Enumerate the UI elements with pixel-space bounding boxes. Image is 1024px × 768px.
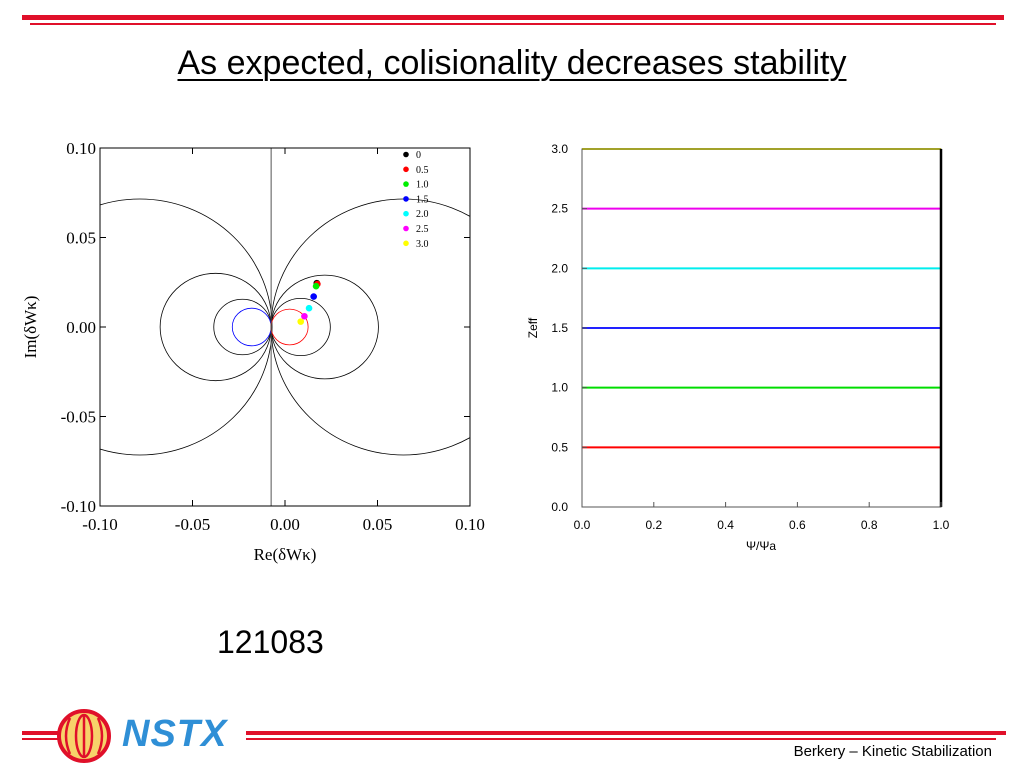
stability-contour — [213, 298, 272, 356]
y-tick-label: 1.0 — [551, 381, 568, 395]
y-tick-label: 0.5 — [551, 440, 568, 454]
data-point-1.0 — [312, 282, 320, 290]
data-point-2.5 — [301, 312, 308, 320]
x-tick-label: 1.0 — [933, 518, 950, 532]
header-rule-bottom — [30, 23, 996, 25]
y-tick-label: 3.0 — [551, 142, 568, 156]
stability-diagram-chart: -0.10 -0.05 0.00 0.05 0.10 -0.10 -0.05 0.00 0.05… — [21, 139, 485, 564]
data-point-3.0 — [297, 318, 305, 325]
x-tick-label: -0.10 — [82, 515, 117, 534]
legend-marker — [403, 240, 409, 247]
footer-rule-right-top — [246, 731, 1006, 735]
nstx-logo-icon — [57, 709, 111, 763]
y-tick-label: 2.5 — [551, 202, 568, 216]
y-tick-label: 0.10 — [66, 139, 96, 158]
left-x-axis-label: Re(δWκ) — [254, 545, 317, 564]
shot-number: 121083 — [217, 624, 324, 660]
x-tick-label: 0.05 — [363, 515, 393, 534]
data-point-2.0 — [305, 304, 313, 312]
legend-label: 1.5 — [416, 194, 429, 205]
x-tick-label: 0.00 — [270, 515, 300, 534]
stability-contour — [231, 307, 272, 347]
y-tick-label: 0.0 — [551, 500, 568, 514]
stability-contour — [100, 198, 273, 456]
legend-label: 0 — [416, 150, 421, 161]
stability-contour — [270, 274, 379, 380]
data-point-1.5 — [310, 293, 317, 300]
y-tick-label: 2.0 — [551, 261, 568, 275]
legend-label: 2.5 — [416, 224, 429, 235]
x-tick-label: 0.2 — [645, 518, 662, 532]
footer-text: Berkery – Kinetic Stabilization — [793, 743, 992, 760]
legend-marker — [403, 225, 409, 232]
legend-label: 2.0 — [416, 209, 429, 220]
legend-marker — [403, 181, 409, 187]
legend-marker — [403, 196, 409, 202]
legend-label: 1.0 — [416, 180, 429, 191]
stability-contour — [159, 272, 272, 382]
left-y-axis-label: Im(δWκ) — [21, 296, 40, 359]
footer-rule-left-bottom — [22, 738, 62, 740]
y-tick-label: 0.05 — [66, 229, 96, 248]
legend-label: 0.5 — [416, 165, 429, 176]
right-y-axis-label: Zeff — [526, 317, 540, 338]
right-x-axis-label: Ψ/Ψa — [746, 539, 776, 553]
footer-rule-left-top — [22, 731, 62, 735]
x-tick-label: 0.4 — [717, 518, 734, 532]
x-tick-label: 0.0 — [574, 518, 591, 532]
x-tick-label: 0.6 — [789, 518, 806, 532]
x-tick-label: 0.10 — [455, 515, 485, 534]
legend-marker — [403, 210, 409, 217]
stability-contour — [270, 297, 331, 357]
y-tick-label: 1.5 — [551, 321, 568, 335]
left-plot-frame — [99, 147, 471, 507]
x-tick-label: -0.05 — [175, 515, 210, 534]
footer-rule-right-bottom — [246, 738, 996, 740]
y-tick-label: -0.05 — [61, 408, 96, 427]
legend-marker — [403, 151, 409, 158]
y-tick-label: -0.10 — [61, 497, 96, 516]
legend-label: 3.0 — [416, 239, 429, 250]
legend-marker — [403, 166, 409, 173]
slide-title: As expected, colisionality decreases sta… — [177, 44, 847, 82]
x-tick-label: 0.8 — [861, 518, 878, 532]
zeff-profile-chart: 0.0 0.2 0.4 0.6 0.8 1.00.00.51.01.52.02.53.0 … — [526, 142, 950, 553]
y-tick-label: 0.00 — [66, 318, 96, 337]
nstx-logo-text: NSTX — [122, 713, 228, 755]
header-rule-top — [22, 15, 1004, 20]
